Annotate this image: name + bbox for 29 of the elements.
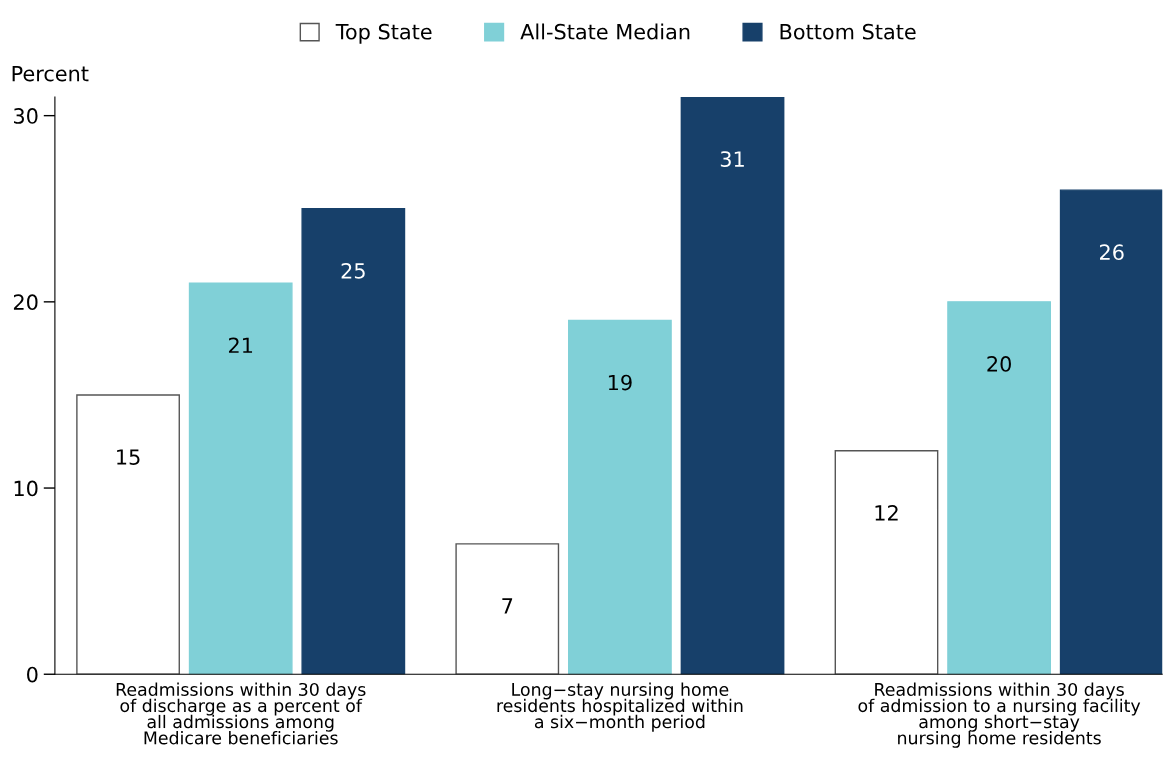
legend-label: Top State: [335, 23, 432, 44]
bar: [947, 301, 1051, 675]
bar: [188, 282, 293, 675]
bar: [568, 319, 672, 675]
legend-label: All-State Median: [520, 23, 690, 40]
bar: [455, 543, 560, 675]
bar: [301, 208, 406, 675]
y-tick-label: 20: [13, 294, 38, 311]
data-label: 12: [875, 504, 898, 521]
data-label: 25: [341, 262, 365, 279]
data-label: 26: [1100, 244, 1124, 261]
bar: [1059, 189, 1163, 675]
data-label: 20: [987, 356, 1011, 372]
bar: [834, 450, 939, 675]
y-axis-title: Percent: [12, 65, 89, 82]
x-tick-label: Long−stay nursing home residents hospitalized within a six−month period: [497, 682, 743, 732]
data-label: 21: [228, 337, 253, 353]
x-tick-label: Readmissions within 30 days of discharge as a percent of all admissions among Medicare beneficiaries: [116, 682, 366, 745]
x-tick-label: Readmissions within 30 days of admission to a nursing facility among short−stay nursing home residents: [858, 682, 1141, 748]
bar: [680, 97, 785, 675]
y-tick-label: 0: [27, 666, 38, 683]
data-label: 7: [502, 598, 513, 614]
data-label: 31: [720, 151, 744, 167]
y-tick-label: 30: [14, 108, 38, 124]
data-label: 15: [117, 449, 140, 465]
y-tick-label: 10: [14, 480, 38, 497]
bar: [76, 394, 180, 675]
data-label: 19: [608, 374, 632, 391]
legend-label: Bottom State: [780, 23, 916, 40]
